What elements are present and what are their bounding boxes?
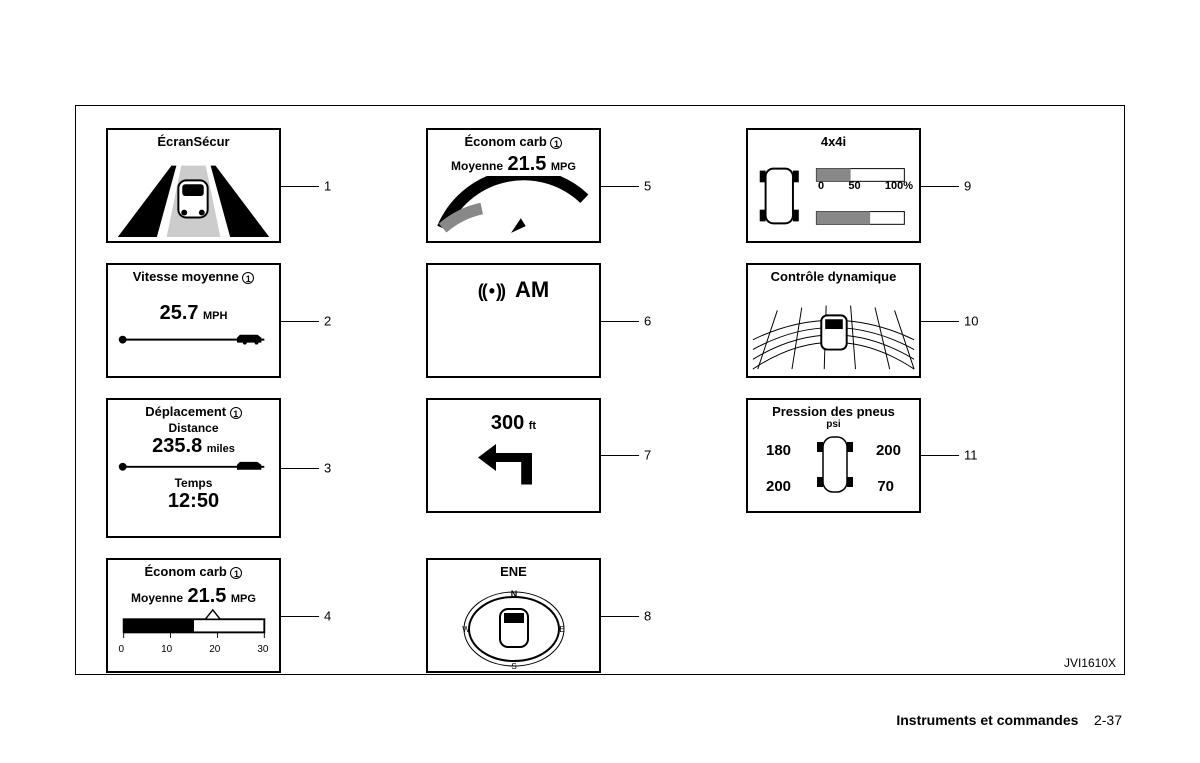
- dynamic-control-icon: [748, 284, 919, 376]
- callout-num: 5: [644, 178, 651, 193]
- panel-pression: Pression des pneus psi 180 200 200 70: [746, 398, 921, 513]
- speed-value: 25.7 MPH: [160, 302, 228, 325]
- time-value: 12:50: [168, 490, 219, 513]
- panel-econom-bar: Économ carb 1 Moyenne 21.5 MPG 0: [106, 558, 281, 673]
- distance-value: 235.8 miles: [152, 435, 235, 458]
- unit-label: psi: [826, 419, 840, 430]
- turn-left-arrow-icon: [469, 435, 559, 489]
- panel-econom-gauge: Économ carb 1 Moyenne 21.5 MPG: [426, 128, 601, 243]
- panel-compass: ENE N E S W: [426, 558, 601, 673]
- panel-4x4i: 4x4i 0 50 100%: [746, 128, 921, 243]
- gauge-arc-icon: [428, 176, 599, 241]
- cell-7: 300 ft 7: [426, 398, 656, 538]
- cell-5: Économ carb 1 Moyenne 21.5 MPG 5: [426, 128, 656, 243]
- circled-number: 1: [550, 137, 562, 149]
- panel-ecransecur: ÉcranSécur: [106, 128, 281, 243]
- panel-title: Déplacement 1: [145, 400, 242, 419]
- road-car-icon: [108, 149, 279, 241]
- distance-row: 300 ft: [491, 412, 536, 435]
- panel-title: 4x4i: [821, 130, 846, 149]
- panel-nav-turn: 300 ft: [426, 398, 601, 513]
- tire-fl: 180: [766, 442, 791, 459]
- cell-empty: [746, 558, 976, 673]
- tire-fr: 200: [876, 442, 901, 459]
- time-label: Temps: [175, 476, 213, 490]
- panel-title: Économ carb 1: [145, 560, 243, 579]
- awd-bars-icon: [748, 149, 919, 241]
- cell-9: 4x4i 0 50 100% 9: [746, 128, 976, 243]
- panel-title: ÉcranSécur: [157, 130, 229, 149]
- tire-layout: 180 200 200 70: [748, 430, 919, 511]
- panel-title: Vitesse moyenne 1: [133, 265, 255, 284]
- avg-row: Moyenne 21.5 MPG: [451, 153, 576, 176]
- panel-title: Contrôle dynamique: [771, 265, 897, 284]
- cell-6: (( • )) AM 6: [426, 263, 656, 378]
- callout-num: 10: [964, 313, 978, 328]
- avg-row: Moyenne 21.5 MPG: [131, 585, 256, 608]
- compass-icon: N E S W: [454, 579, 574, 669]
- car-top-icon: [805, 432, 865, 497]
- svg-text:S: S: [511, 662, 516, 669]
- panel-grid: ÉcranSécur 1 Économ carb 1: [106, 128, 1094, 673]
- cell-1: ÉcranSécur 1: [106, 128, 336, 243]
- tire-rr: 70: [877, 478, 894, 495]
- callout-num: 7: [644, 448, 651, 463]
- distance-label: Distance: [168, 421, 218, 435]
- cell-10: Contrôle dynamique 10: [746, 263, 976, 378]
- tire-rl: 200: [766, 478, 791, 495]
- callout-num: 4: [324, 608, 331, 623]
- footer-section: Instruments et commandes: [896, 712, 1078, 728]
- panel-title: Économ carb 1: [465, 130, 563, 149]
- cell-2: Vitesse moyenne 1 25.7 MPH 2: [106, 263, 336, 378]
- scale-row: 0 50 100%: [818, 180, 913, 192]
- circled-number: 1: [230, 407, 242, 419]
- heading-label: ENE: [500, 560, 527, 579]
- tick-row: 0 10 20 30: [119, 644, 269, 655]
- callout-num: 2: [324, 313, 331, 328]
- cell-3: Déplacement 1 Distance 235.8 miles Temps…: [106, 398, 336, 538]
- page-footer: Instruments et commandes 2-37: [896, 712, 1122, 728]
- footer-page: 2-37: [1094, 712, 1122, 728]
- diagram-frame: ÉcranSécur 1 Économ carb 1: [75, 105, 1125, 675]
- radio-row: (( • )) AM: [478, 277, 550, 303]
- callout-num: 1: [324, 178, 331, 193]
- callout-num: 3: [324, 461, 331, 476]
- callout-num: 11: [964, 448, 978, 463]
- panel-vitesse: Vitesse moyenne 1 25.7 MPH: [106, 263, 281, 378]
- svg-text:W: W: [462, 625, 470, 634]
- panel-dynamique: Contrôle dynamique: [746, 263, 921, 378]
- progress-line-icon: [108, 458, 279, 476]
- svg-text:E: E: [559, 625, 564, 634]
- circled-number: 1: [230, 567, 242, 579]
- circled-number: 1: [242, 272, 254, 284]
- panel-deplacement: Déplacement 1 Distance 235.8 miles Temps…: [106, 398, 281, 538]
- cell-11: Pression des pneus psi 180 200 200 70 11: [746, 398, 976, 538]
- panel-radio: (( • )) AM: [426, 263, 601, 378]
- band-label: AM: [515, 277, 549, 302]
- signal-icon: (( • )): [478, 281, 504, 301]
- callout-num: 8: [644, 608, 651, 623]
- callout-num: 6: [644, 313, 651, 328]
- progress-line-icon: [108, 325, 279, 354]
- cell-4: Économ carb 1 Moyenne 21.5 MPG 0: [106, 558, 336, 673]
- svg-text:N: N: [510, 589, 517, 599]
- panel-title: Pression des pneus: [772, 400, 895, 419]
- figure-code: JVI1610X: [1064, 656, 1116, 670]
- callout-num: 9: [964, 178, 971, 193]
- cell-8: ENE N E S W 8: [426, 558, 656, 673]
